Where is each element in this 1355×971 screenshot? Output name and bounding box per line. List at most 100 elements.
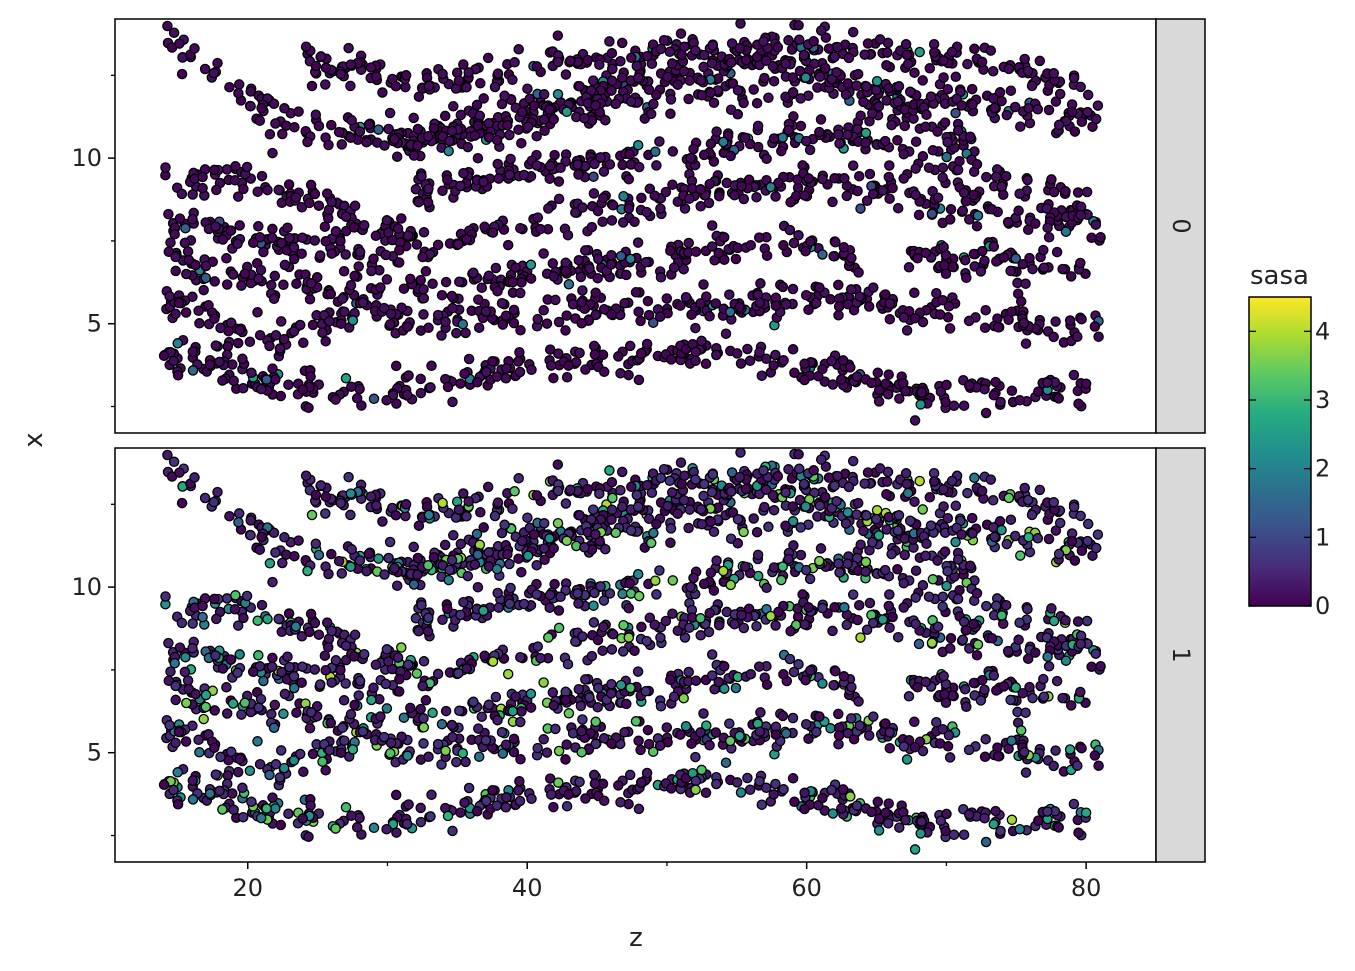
point [793,449,804,460]
point [914,475,925,487]
point [440,276,452,288]
point [898,577,910,589]
point [898,741,910,752]
point [607,492,618,504]
point [992,750,1004,762]
point [254,758,266,770]
point [1032,533,1044,544]
point [576,297,587,308]
point [939,259,950,271]
point [783,553,794,565]
point [346,381,357,392]
point [962,58,973,70]
point [843,52,855,64]
point [209,742,220,753]
point [561,739,572,750]
point [440,316,451,328]
point [391,151,403,162]
point [938,241,949,253]
point [174,38,185,49]
point [478,605,489,617]
point [780,58,791,69]
point [658,463,670,475]
point [416,170,427,182]
point [1026,509,1038,521]
point [423,80,435,92]
point [448,530,459,541]
point [799,619,811,630]
point [538,114,550,125]
point [1060,226,1072,237]
point [695,184,706,195]
point [526,793,537,805]
point [606,249,617,261]
point [948,400,960,412]
point [944,643,956,654]
point [580,793,591,804]
point [548,801,559,813]
point [912,253,923,264]
point [607,200,619,211]
point [545,360,557,371]
point [264,129,276,140]
point [632,568,644,580]
point [366,265,377,277]
point [229,604,241,615]
point [326,248,337,259]
point [269,270,281,282]
point [368,393,380,405]
point [618,619,629,631]
point [268,722,280,734]
point [625,96,637,107]
point [770,349,781,361]
point [874,34,886,45]
point [725,57,737,68]
point [510,262,521,273]
point [305,179,317,191]
point [358,219,370,231]
point [1076,545,1088,557]
point [528,100,540,111]
point [396,642,407,653]
point [1060,655,1072,666]
point [1014,617,1025,628]
point [817,678,828,689]
point [650,575,661,586]
point [233,79,245,90]
point [1020,278,1031,289]
point [418,713,429,724]
point [990,171,1002,183]
point [290,621,302,632]
point [234,753,245,765]
point [619,298,630,309]
point [1048,68,1060,79]
point [1019,53,1030,65]
point [532,641,544,652]
point [884,742,896,754]
point [767,489,779,501]
point [420,266,432,277]
point [855,110,866,121]
point [719,254,730,265]
point [473,751,485,762]
point [165,666,176,677]
point [829,602,840,613]
point [994,87,1006,98]
point [1066,535,1078,547]
point [553,176,565,187]
point [310,109,322,120]
point [229,175,241,186]
point [340,373,352,384]
point [517,535,528,547]
point [455,609,466,621]
point [808,465,819,476]
point [1038,262,1050,273]
point [1038,673,1049,685]
point [987,495,999,506]
point [944,752,956,763]
point [968,189,979,201]
point [563,360,574,371]
point [867,617,879,629]
point [735,448,746,458]
point [624,149,635,160]
